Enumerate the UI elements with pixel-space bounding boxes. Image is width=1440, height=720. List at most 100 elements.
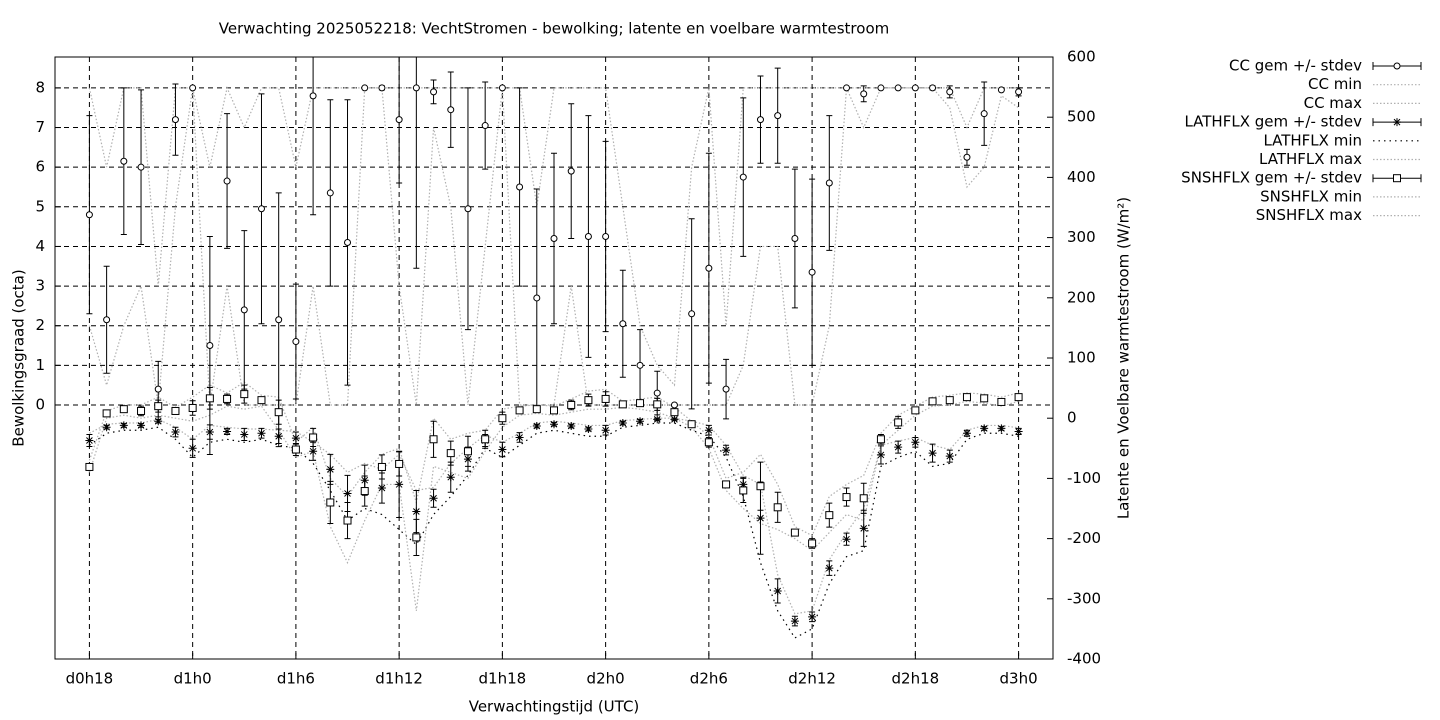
y2-axis-label: Latente en Voelbare warmtestroom (W/m²) xyxy=(1115,197,1133,519)
marker-square xyxy=(601,394,610,403)
marker-circle xyxy=(653,389,661,397)
marker-star xyxy=(205,428,214,437)
marker-square xyxy=(928,397,937,406)
marker-square xyxy=(291,445,300,454)
marker-square xyxy=(85,462,94,471)
marker-circle xyxy=(911,84,919,92)
marker-circle xyxy=(120,157,128,165)
marker-square xyxy=(894,418,903,427)
marker-circle xyxy=(206,342,214,350)
y2-tick-label: -200 xyxy=(1067,529,1101,547)
marker-star xyxy=(808,612,817,621)
marker-square xyxy=(670,408,679,417)
marker-star xyxy=(790,617,799,626)
marker-circle xyxy=(636,361,644,369)
marker-circle xyxy=(739,173,747,181)
marker-circle xyxy=(326,189,334,197)
marker-circle xyxy=(997,86,1005,94)
marker-star xyxy=(377,484,386,493)
marker-star xyxy=(618,419,627,428)
marker-square xyxy=(722,480,731,489)
marker-circle xyxy=(171,116,179,124)
marker-star xyxy=(756,514,765,523)
marker-square xyxy=(911,406,920,415)
marker-square xyxy=(636,399,645,408)
marker-circle xyxy=(85,211,93,219)
marker-square xyxy=(532,405,541,414)
marker-star xyxy=(704,426,713,435)
marker-square xyxy=(205,394,214,403)
legend-label: SNSHFLX gem +/- stdev xyxy=(1181,169,1362,187)
marker-circle xyxy=(602,233,610,241)
marker-square xyxy=(1014,393,1023,402)
marker-star xyxy=(102,423,111,432)
marker-circle xyxy=(756,116,764,124)
marker-circle xyxy=(670,401,678,409)
marker-circle xyxy=(843,84,851,92)
y-tick-label: 1 xyxy=(35,356,45,374)
x-axis-label: Verwachtingstijd (UTC) xyxy=(469,698,640,716)
marker-star xyxy=(894,443,903,452)
y2-tick-label: 600 xyxy=(1067,48,1096,66)
marker-star xyxy=(584,425,593,434)
marker-circle xyxy=(584,233,592,241)
marker-star xyxy=(85,436,94,445)
x-tick-label: d3h0 xyxy=(1000,670,1038,688)
marker-square xyxy=(997,397,1006,406)
marker-square xyxy=(618,400,627,409)
marker-circle xyxy=(240,306,248,314)
marker-star xyxy=(395,480,404,489)
x-tick-label: d1h18 xyxy=(479,670,527,688)
y2-tick-label: 0 xyxy=(1067,409,1077,427)
marker-square xyxy=(119,405,128,414)
marker-square xyxy=(343,516,352,525)
range-line xyxy=(89,422,1019,639)
marker-star xyxy=(980,424,989,433)
y-tick-label: 6 xyxy=(35,158,45,176)
marker-circle xyxy=(722,385,730,393)
marker-square xyxy=(945,396,954,405)
marker-star xyxy=(773,586,782,595)
marker-circle xyxy=(774,112,782,120)
marker-square xyxy=(326,498,335,507)
marker-star xyxy=(274,432,283,441)
marker-star xyxy=(1014,427,1023,436)
y2-tick-label: -400 xyxy=(1067,650,1101,668)
y2-tick-label: 200 xyxy=(1067,288,1096,306)
marker-square xyxy=(240,390,249,399)
marker-square xyxy=(154,402,163,411)
marker-square xyxy=(756,482,765,491)
marker-star xyxy=(429,494,438,503)
marker-square xyxy=(550,406,558,415)
marker-circle xyxy=(946,88,954,96)
marker-star xyxy=(240,430,249,439)
marker-square xyxy=(446,449,455,458)
marker-star xyxy=(550,420,558,429)
marker-circle xyxy=(344,238,352,246)
marker-star xyxy=(326,465,335,474)
marker-star xyxy=(343,489,352,498)
x-tick-label: d2h18 xyxy=(892,670,940,688)
marker-square xyxy=(188,403,197,412)
marker-circle xyxy=(705,264,713,272)
x-tick-label: d2h0 xyxy=(587,670,625,688)
marker-square xyxy=(567,400,576,409)
x-tick-label: d1h0 xyxy=(174,670,212,688)
y2-tick-label: -100 xyxy=(1067,469,1101,487)
marker-star xyxy=(532,422,541,431)
y2-tick-label: 100 xyxy=(1067,349,1096,367)
marker-star xyxy=(412,507,421,516)
marker-circle xyxy=(894,84,902,92)
y-tick-label: 4 xyxy=(35,237,45,255)
marker-circle xyxy=(963,153,971,161)
marker-square xyxy=(377,462,386,471)
marker-circle xyxy=(860,90,868,98)
marker-square xyxy=(790,528,799,537)
legend-label: LATHFLX gem +/- stdev xyxy=(1184,113,1362,131)
marker-star xyxy=(309,447,318,456)
marker-square xyxy=(859,494,868,503)
chart-title: Verwachting 2025052218: VechtStromen - b… xyxy=(219,20,890,38)
x-tick-label: d1h6 xyxy=(277,670,315,688)
marker-circle xyxy=(825,179,833,187)
